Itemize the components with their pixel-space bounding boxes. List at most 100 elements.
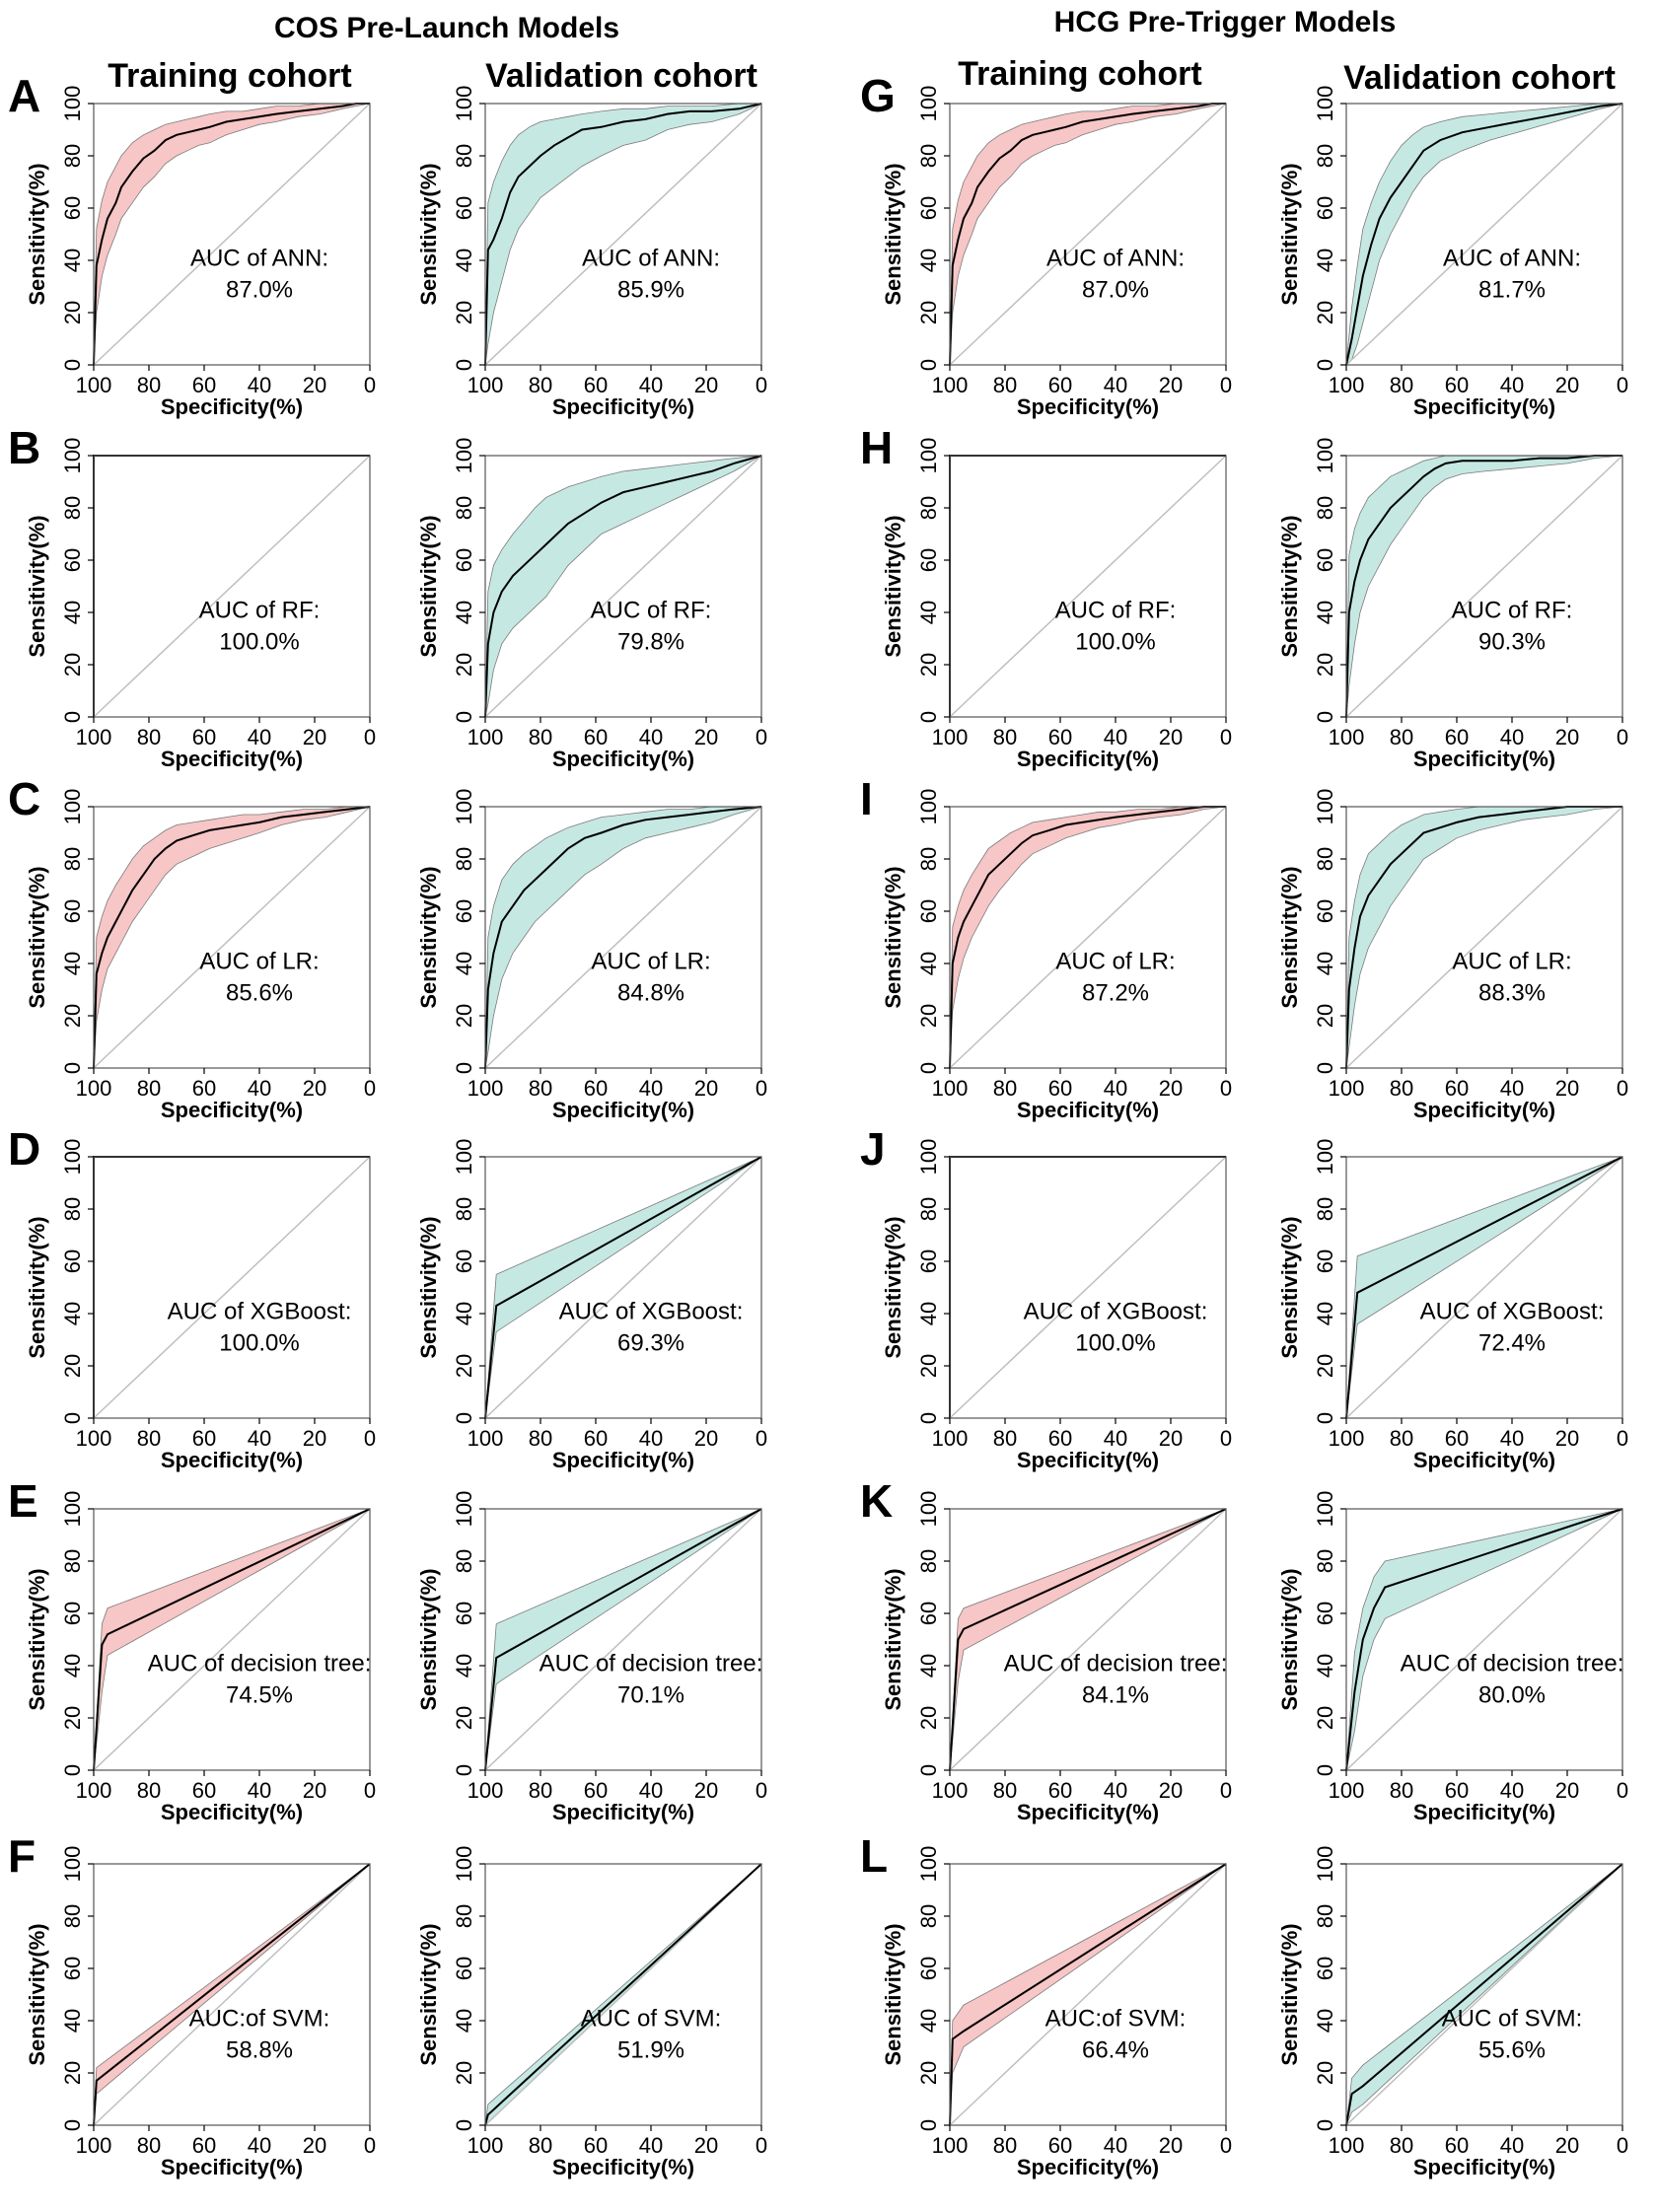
reference-diagonal-j-validation	[1345, 1156, 1623, 1419]
x-tick-label: 80	[137, 2133, 161, 2158]
x-tick-label: 60	[584, 1076, 608, 1101]
x-tick-label: 0	[364, 1076, 376, 1101]
auc-label: AUC of XGBoost:	[1420, 1298, 1605, 1324]
reference-diagonal-a-training	[93, 103, 371, 366]
x-tick-label: 0	[756, 1426, 767, 1451]
x-tick-label: 60	[1048, 1426, 1072, 1451]
x-tick-label: 100	[1329, 2133, 1365, 2158]
y-tick-label: 20	[916, 653, 941, 677]
group-title-left: COS Pre-Launch Models	[274, 12, 619, 44]
roc-panel-j-validation: 100 80 60 40 20 0 0 20 40 60 80 100 Specificity(%) Se…	[1277, 1139, 1628, 1472]
auc-value: 74.5%	[226, 1681, 293, 1708]
plot-frame-f-validation	[484, 1863, 762, 2126]
x-tick-label: 0	[1220, 1076, 1232, 1101]
reference-diagonal-h-training	[949, 455, 1227, 718]
y-tick-label: 40	[916, 1654, 941, 1677]
x-tick-label: 80	[1390, 725, 1413, 749]
plot-frame-i-training	[949, 806, 1227, 1069]
y-tick-label: 20	[1313, 1004, 1337, 1028]
y-tick-label: 60	[1313, 1602, 1337, 1625]
x-tick-label: 100	[76, 373, 112, 397]
x-tick-label: 0	[364, 1778, 376, 1803]
x-tick-label: 60	[1048, 1076, 1072, 1101]
x-tick-label: 100	[932, 725, 969, 749]
x-axis-label: Specificity(%)	[1017, 747, 1159, 771]
plot-frame-h-training	[949, 455, 1227, 718]
auc-label: AUC of decision tree:	[148, 1650, 372, 1677]
x-tick-label: 60	[584, 2133, 608, 2158]
y-tick-label: 0	[60, 2119, 85, 2131]
y-tick-label: 60	[916, 1602, 941, 1625]
y-tick-label: 40	[1313, 601, 1337, 624]
x-tick-label: 0	[1617, 1076, 1628, 1101]
auc-value: 81.7%	[1478, 276, 1546, 303]
roc-panel-c-validation: 100 80 60 40 20 0 0 20 40 60 80 100 Specificity(%) Se…	[416, 789, 767, 1122]
y-tick-label: 60	[452, 899, 476, 923]
y-tick-label: 40	[1313, 952, 1337, 975]
auc-label: AUC of RF:	[199, 597, 321, 623]
auc-value: 100.0%	[1075, 628, 1155, 655]
plot-frame-a-validation	[484, 103, 762, 366]
reference-diagonal-b-training	[93, 455, 371, 718]
x-tick-label: 0	[756, 1778, 767, 1803]
x-tick-label: 20	[1555, 725, 1579, 749]
x-tick-label: 20	[1159, 1076, 1183, 1101]
y-axis-label: Sensitivity(%)	[881, 163, 905, 305]
x-tick-label: 0	[1220, 725, 1232, 749]
y-tick-label: 80	[916, 496, 941, 520]
x-tick-label: 100	[932, 2133, 969, 2158]
x-tick-label: 100	[468, 1426, 504, 1451]
x-tick-label: 20	[694, 725, 718, 749]
x-axis-label: Specificity(%)	[1413, 747, 1555, 771]
x-tick-label: 60	[1445, 725, 1469, 749]
roc-panel-a-training: A 100 80 60 40 20 0 0 20 40 60 80 100 Specificity(%) S…	[8, 70, 376, 419]
panel-letter-f: F	[8, 1830, 36, 1882]
roc-curve-f-validation	[484, 1863, 762, 2126]
x-tick-label: 0	[1220, 373, 1232, 397]
auc-label: AUC of ANN:	[1046, 245, 1185, 271]
x-tick-label: 80	[1390, 1778, 1413, 1803]
x-axis-label: Specificity(%)	[552, 1448, 694, 1472]
x-tick-label: 20	[1555, 1426, 1579, 1451]
y-tick-label: 0	[452, 1412, 476, 1424]
y-tick-label: 40	[1313, 1302, 1337, 1325]
x-tick-label: 20	[1159, 2133, 1183, 2158]
y-axis-label: Sensitivity(%)	[416, 1923, 441, 2065]
auc-label: AUC of SVM:	[581, 2005, 722, 2032]
x-tick-label: 40	[639, 1426, 663, 1451]
y-axis-label: Sensitivity(%)	[25, 163, 49, 305]
y-tick-label: 80	[452, 144, 476, 168]
y-tick-label: 60	[1313, 548, 1337, 572]
y-tick-label: 40	[1313, 249, 1337, 272]
y-tick-label: 100	[60, 1491, 85, 1528]
x-tick-label: 80	[137, 1076, 161, 1101]
x-tick-label: 60	[192, 725, 216, 749]
y-tick-label: 20	[60, 301, 85, 324]
reference-diagonal-b-validation	[484, 455, 762, 718]
y-axis-label: Sensitivity(%)	[25, 515, 49, 657]
y-tick-label: 40	[60, 2009, 85, 2033]
y-tick-label: 100	[1313, 438, 1337, 474]
y-tick-label: 60	[916, 1957, 941, 1980]
y-tick-label: 100	[916, 1491, 941, 1528]
y-tick-label: 0	[1313, 2119, 1337, 2131]
plot-frame-c-training	[93, 806, 371, 1069]
auc-value: 90.3%	[1478, 628, 1546, 655]
y-axis-label: Sensitivity(%)	[416, 515, 441, 657]
panel-letter-b: B	[8, 422, 40, 473]
x-tick-label: 60	[584, 373, 608, 397]
reference-diagonal-f-training	[93, 1863, 371, 2126]
roc-panel-h-validation: 100 80 60 40 20 0 0 20 40 60 80 100 Specificity(%) Se…	[1277, 438, 1628, 771]
x-tick-label: 100	[932, 1778, 969, 1803]
x-tick-label: 100	[468, 1778, 504, 1803]
reference-diagonal-l-validation	[1345, 1863, 1623, 2126]
plot-frame-k-validation	[1345, 1508, 1623, 1771]
y-tick-label: 0	[452, 711, 476, 723]
y-tick-label: 80	[452, 1197, 476, 1221]
x-tick-label: 100	[76, 1778, 112, 1803]
y-tick-label: 100	[60, 789, 85, 825]
y-tick-label: 80	[1313, 144, 1337, 168]
x-tick-label: 60	[192, 1426, 216, 1451]
x-axis-label: Specificity(%)	[552, 1800, 694, 1824]
